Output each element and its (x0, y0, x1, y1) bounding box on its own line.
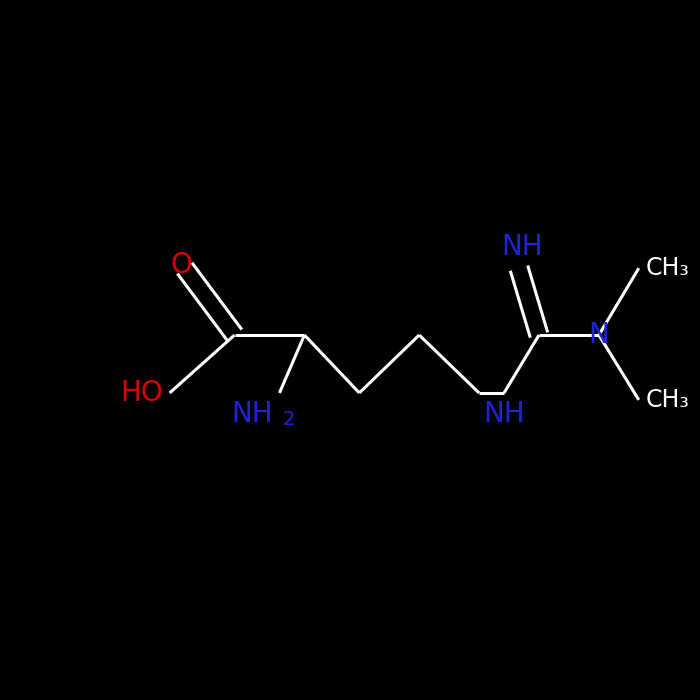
Text: 2: 2 (283, 410, 295, 429)
Text: O: O (170, 251, 192, 279)
Text: NH: NH (502, 233, 543, 261)
Text: N: N (589, 321, 609, 349)
Text: NH: NH (483, 400, 525, 428)
Text: HO: HO (120, 379, 162, 407)
Text: CH₃: CH₃ (646, 388, 690, 412)
Text: NH: NH (231, 400, 272, 428)
Text: CH₃: CH₃ (646, 256, 690, 280)
